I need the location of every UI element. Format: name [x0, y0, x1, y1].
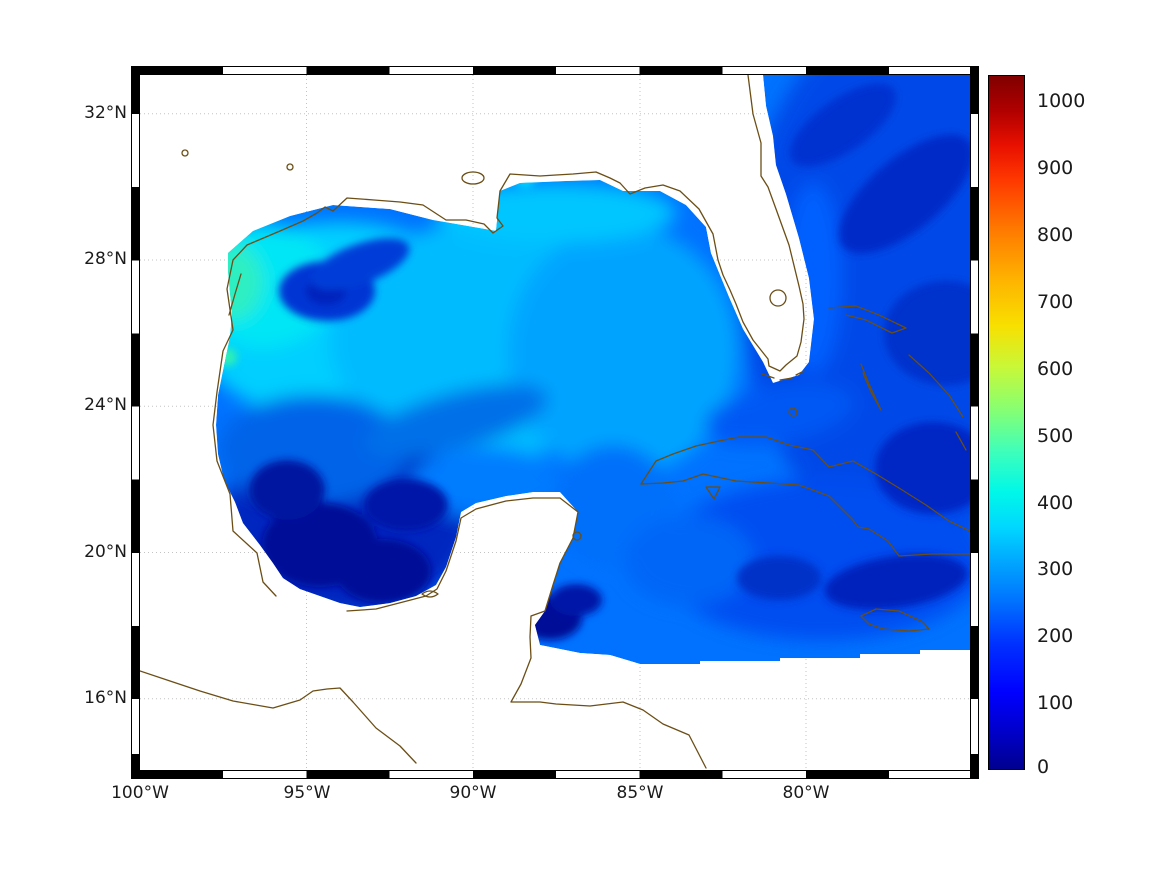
x-tick-label: 90°W [449, 783, 497, 803]
coastline-florida-keys [761, 370, 805, 381]
coastline-bahamas [828, 305, 967, 451]
lake-okeechobee [769, 289, 787, 307]
coastline-cozumel [572, 531, 582, 541]
colorbar-tick-label: 400 [1037, 492, 1074, 514]
coastline-cuba-south [640, 473, 970, 557]
x-tick-label: 95°W [283, 783, 331, 803]
frame-corner [131, 770, 140, 779]
map-frame-left [131, 66, 140, 779]
colorbar-tick-label: 700 [1037, 291, 1074, 313]
colorbar-tick-label: 300 [1037, 558, 1074, 580]
y-tick-label: 20°N [84, 542, 127, 562]
map-frame-top [131, 66, 979, 75]
small-lake-2 [286, 163, 294, 171]
y-tick-label: 16°N [84, 688, 127, 708]
coastline-cay-sal [788, 407, 798, 417]
laguna-terminos [421, 590, 439, 598]
colorbar-tick-label: 500 [1037, 425, 1074, 447]
coastline-cuba-north [640, 436, 970, 532]
frame-corner [131, 66, 140, 75]
map-plot [140, 75, 970, 770]
x-tick-label: 85°W [616, 783, 664, 803]
frame-corner [970, 770, 979, 779]
coastline-gulf-us [212, 75, 805, 597]
colorbar-tick-label: 0 [1037, 756, 1050, 778]
x-tick-label: 100°W [111, 783, 169, 803]
lake-pontchartrain [461, 171, 485, 185]
map-frame-bottom [131, 770, 979, 779]
ocean-data-field [216, 75, 970, 664]
small-lake-1 [181, 149, 189, 157]
colorbar-tick-label: 100 [1037, 692, 1074, 714]
colorbar-tick-label: 600 [1037, 358, 1074, 380]
coastline-jamaica [860, 608, 930, 632]
colorbar-tick-label: 900 [1037, 157, 1074, 179]
x-tick-label: 80°W [782, 783, 830, 803]
colorbar-tick-label: 800 [1037, 224, 1074, 246]
y-tick-label: 28°N [84, 249, 127, 269]
colorbar [988, 75, 1025, 770]
colorbar-tick-label: 1000 [1037, 90, 1086, 112]
coastline-yucatan [346, 497, 707, 769]
coastlines [140, 75, 970, 769]
y-tick-label: 32°N [84, 103, 127, 123]
map-frame-right [970, 66, 979, 779]
y-tick-label: 24°N [84, 395, 127, 415]
laguna-madre [228, 273, 242, 316]
frame-corner [970, 66, 979, 75]
colorbar-tick-label: 200 [1037, 625, 1074, 647]
coastline-isla-juventud [705, 486, 721, 500]
coastline-pacific-mexico [140, 670, 417, 764]
